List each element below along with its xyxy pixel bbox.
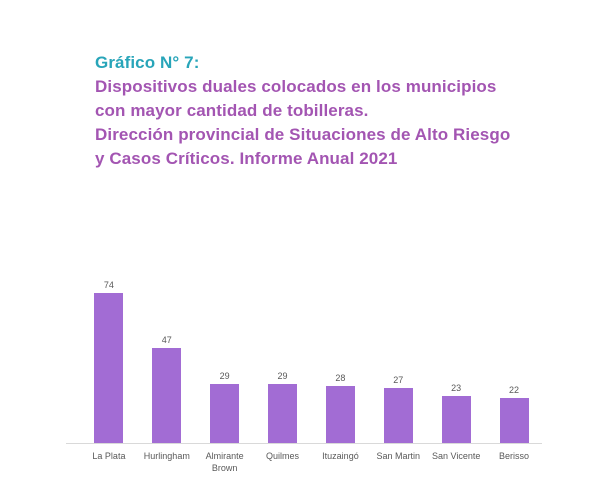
x-axis-category-labels: La Plata Hurlingham Almirante Brown Quilmes…: [80, 450, 543, 474]
bar-value-label: 27: [393, 375, 404, 385]
category-label: Hurlingham: [143, 451, 190, 461]
bar-column: 28: [312, 373, 370, 443]
bar-value-label: 28: [335, 373, 346, 383]
bar-column: 47: [138, 335, 196, 443]
bar-column: 74: [80, 280, 138, 443]
bar-column: 27: [369, 375, 427, 443]
category-label: Almirante Brown: [205, 451, 244, 473]
chart-subtitle-line: Dirección provincial de Situaciones de A…: [95, 125, 511, 144]
chart-title-block: Gráfico N° 7: Dispositivos duales coloca…: [95, 51, 565, 171]
bar: [94, 293, 124, 443]
bar: [499, 398, 529, 443]
bar-value-label: 23: [451, 383, 462, 393]
chart-number-heading: Gráfico N° 7:: [95, 53, 200, 72]
bar-value-label: 74: [103, 280, 114, 290]
x-axis-line: [66, 443, 542, 444]
bar-chart-plot-area: 74 47 29 29 28 27 23 22: [80, 271, 543, 443]
bar-value-label: 29: [277, 371, 288, 381]
bar-column: 29: [196, 371, 254, 443]
category-label: Ituzaingó: [322, 451, 359, 461]
bar: [210, 384, 240, 443]
bar: [268, 384, 298, 443]
bar-column: 23: [427, 383, 485, 443]
bar: [441, 396, 471, 443]
category-label: Berisso: [499, 451, 530, 461]
category-label: San Martin: [376, 451, 421, 461]
chart-subtitle: Dispositivos duales colocados en los mun…: [95, 75, 565, 171]
bar: [152, 348, 182, 443]
bar: [325, 386, 355, 443]
chart-subtitle-line: Dispositivos duales colocados en los mun…: [95, 77, 497, 96]
chart-subtitle-line: con mayor cantidad de tobilleras.: [95, 101, 369, 120]
category-label: Quilmes: [266, 451, 300, 461]
bar-value-label: 22: [509, 385, 520, 395]
chart-subtitle-line: y Casos Críticos. Informe Anual 2021: [95, 149, 398, 168]
bar-column: 22: [485, 385, 543, 443]
category-label: San Vicente: [432, 451, 481, 461]
bar-value-label: 47: [161, 335, 172, 345]
bar-value-label: 29: [219, 371, 230, 381]
bar-column: 29: [254, 371, 312, 443]
bar: [383, 388, 413, 443]
category-label: La Plata: [92, 451, 126, 461]
